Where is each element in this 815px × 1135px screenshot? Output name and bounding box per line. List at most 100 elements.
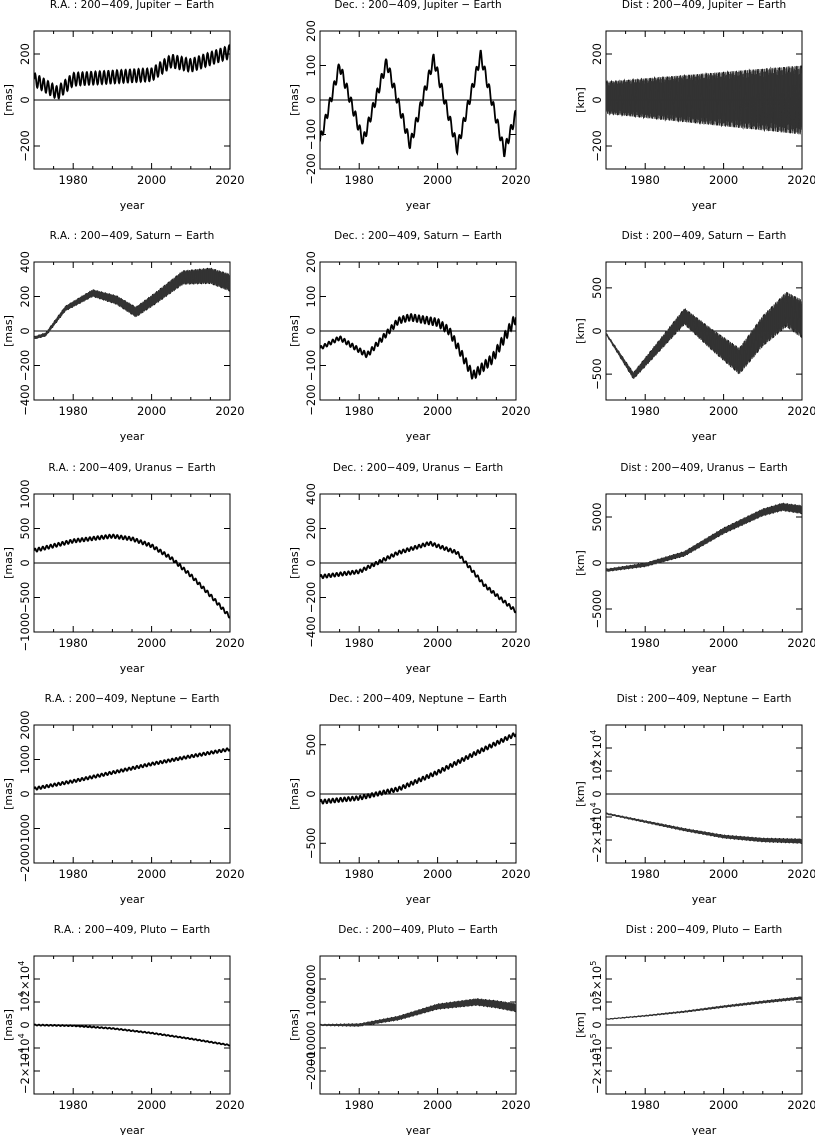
panel-12: Dist : 200−409, Neptune − Earth 1980 2000 2…: [574, 693, 815, 906]
y-tick-label: −200: [304, 153, 318, 185]
series-band: [606, 503, 802, 572]
panel-title: Dec. : 200−409, Pluto − Earth: [338, 924, 498, 936]
x-tick-label: 2000: [423, 636, 452, 650]
y-tick-label: −2×104: [17, 1048, 32, 1094]
x-axis-label: year: [406, 1124, 431, 1135]
x-tick-label: 1980: [631, 1098, 660, 1112]
y-tick-label: 500: [590, 277, 604, 299]
panel-9: Dist : 200−409, Uranus − Earth 1980 2000 20…: [574, 462, 815, 675]
y-tick-label: 1000: [18, 479, 32, 508]
y-tick-label: 200: [304, 251, 318, 273]
y-tick-label: 200: [304, 518, 318, 540]
series-band: [606, 65, 802, 135]
x-tick-label: 1980: [631, 867, 660, 881]
x-tick-label: 2000: [709, 1098, 738, 1112]
x-axis-label: year: [406, 199, 431, 212]
y-tick-label: −2000: [18, 844, 32, 883]
x-axis-label: year: [120, 1124, 145, 1135]
x-axis-label: year: [406, 430, 431, 443]
x-tick-label: 2000: [709, 636, 738, 650]
x-tick-label: 2020: [501, 173, 530, 187]
x-axis-label: year: [692, 430, 717, 443]
panel-title: Dist : 200−409, Jupiter − Earth: [622, 0, 786, 11]
panel-title: R.A. : 200−409, Neptune − Earth: [45, 693, 220, 705]
panel-title: Dist : 200−409, Pluto − Earth: [626, 924, 782, 936]
y-tick-label: 5000: [590, 502, 604, 531]
x-axis-label: year: [692, 199, 717, 212]
panel-title: Dec. : 200−409, Neptune − Earth: [329, 693, 507, 705]
x-tick-label: 1980: [59, 867, 88, 881]
y-tick-label: −200: [18, 130, 32, 162]
panel-6: Dist : 200−409, Saturn − Earth 1980 2000 20…: [574, 230, 815, 443]
panel-7: R.A. : 200−409, Uranus − Earth 1980 2000 20…: [2, 462, 245, 675]
panel-title: R.A. : 200−409, Uranus − Earth: [48, 462, 215, 474]
x-tick-label: 1980: [59, 636, 88, 650]
y-tick-label: −200: [304, 582, 318, 614]
y-tick-label: −100: [304, 119, 318, 151]
y-tick-label: 0: [590, 96, 604, 103]
x-tick-label: 1980: [345, 636, 374, 650]
y-tick-label: 2000: [18, 710, 32, 739]
panel-title: Dist : 200−409, Uranus − Earth: [620, 462, 787, 474]
y-tick-label: 0: [304, 790, 318, 797]
y-tick-label: −200: [590, 130, 604, 162]
y-tick-label: −1000: [304, 1029, 318, 1068]
y-tick-label: −400: [304, 616, 318, 648]
y-tick-label: 200: [590, 43, 604, 65]
x-tick-label: 1980: [59, 173, 88, 187]
y-tick-label: 100: [304, 286, 318, 308]
panel-title: R.A. : 200−409, Saturn − Earth: [50, 230, 215, 242]
y-tick-label: 0: [18, 559, 32, 566]
y-tick-label: −2000: [304, 1052, 318, 1091]
y-tick-label: 200: [18, 43, 32, 65]
y-axis-label: [km]: [574, 1012, 587, 1038]
x-tick-label: 2020: [787, 173, 815, 187]
panel-13: R.A. : 200−409, Pluto − Earth 1980 2000 202…: [2, 924, 245, 1135]
panel-title: Dec. : 200−409, Uranus − Earth: [333, 462, 503, 474]
y-axis-label: [mas]: [2, 84, 15, 116]
x-axis-label: year: [406, 662, 431, 675]
series-line: [320, 49, 516, 158]
panel-11: Dec. : 200−409, Neptune − Earth 1980 2000 2…: [288, 693, 531, 906]
x-axis-label: year: [120, 199, 145, 212]
x-tick-label: 2000: [137, 1098, 166, 1112]
x-axis-label: year: [120, 662, 145, 675]
x-tick-label: 2000: [709, 867, 738, 881]
y-axis-label: [mas]: [288, 315, 301, 347]
y-tick-label: 2×105: [589, 961, 604, 998]
y-tick-label: −200: [304, 384, 318, 416]
y-axis-label: [mas]: [288, 1009, 301, 1041]
y-tick-label: 400: [304, 483, 318, 505]
series-line: [34, 533, 230, 619]
panel-title: Dec. : 200−409, Saturn − Earth: [334, 230, 502, 242]
series-band: [606, 996, 802, 1021]
y-tick-label: 200: [18, 286, 32, 308]
x-tick-label: 1980: [345, 404, 374, 418]
x-axis-label: year: [120, 430, 145, 443]
series-band: [320, 998, 516, 1027]
x-tick-label: 2000: [423, 1098, 452, 1112]
x-tick-label: 1980: [59, 404, 88, 418]
y-tick-label: 200: [304, 20, 318, 42]
x-tick-label: 2020: [215, 404, 244, 418]
y-axis-label: [mas]: [2, 547, 15, 579]
y-tick-label: 0: [304, 1021, 318, 1028]
x-tick-label: 2020: [501, 867, 530, 881]
x-tick-label: 2020: [501, 636, 530, 650]
y-tick-label: 0: [18, 96, 32, 103]
panel-10: R.A. : 200−409, Neptune − Earth 1980 2000 2…: [2, 693, 245, 906]
x-tick-label: 2000: [709, 404, 738, 418]
x-tick-label: 2020: [501, 1098, 530, 1112]
y-tick-label: 0: [18, 790, 32, 797]
series-band: [606, 812, 802, 844]
panel-title: Dec. : 200−409, Jupiter − Earth: [334, 0, 501, 11]
y-tick-label: 100: [304, 55, 318, 77]
y-axis-label: [mas]: [2, 1009, 15, 1041]
y-axis-label: [mas]: [2, 315, 15, 347]
y-axis-label: [km]: [574, 87, 587, 113]
series-line: [606, 502, 802, 572]
panel-14: Dec. : 200−409, Pluto − Earth 1980 2000 202…: [288, 924, 531, 1135]
